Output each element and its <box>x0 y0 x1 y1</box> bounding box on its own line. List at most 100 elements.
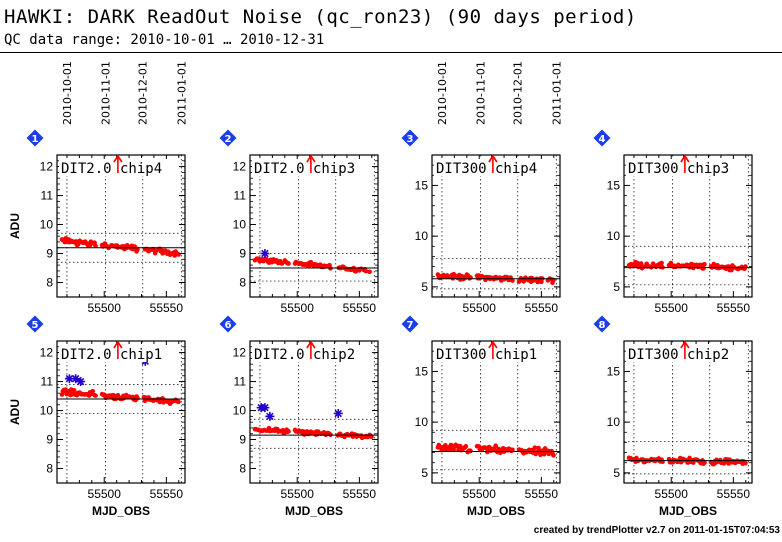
data-point <box>702 460 707 465</box>
x-tick-label: 55500 <box>281 301 315 315</box>
panel-badge <box>593 129 611 147</box>
panel-badge-number: 1 <box>32 134 39 145</box>
y-tick-label: 15 <box>607 364 621 378</box>
y-tick-label: 10 <box>607 229 621 243</box>
date-marker-arrowhead <box>488 340 498 349</box>
y-tick-label: 5 <box>421 280 428 294</box>
y-tick-label: 5 <box>421 466 428 480</box>
data-point <box>659 260 664 266</box>
outlier-marker <box>333 408 343 418</box>
date-tick-label: 2010-12-01 <box>137 61 150 125</box>
x-tick-label: 55500 <box>463 301 497 315</box>
data-point <box>541 451 547 457</box>
panel-title: DIT300 chip1 <box>436 347 537 363</box>
y-tick-label: 11 <box>41 375 54 389</box>
x-axis-label: MJD_OBS <box>467 504 525 518</box>
data-point <box>702 261 707 267</box>
date-tick-label: 2011-01-01 <box>175 61 188 125</box>
y-tick-label: 8 <box>239 276 246 290</box>
y-tick-label: 8 <box>46 276 53 290</box>
x-tick-label: 55550 <box>717 487 751 501</box>
y-tick-label: 9 <box>239 247 246 261</box>
title-rule <box>0 52 782 53</box>
y-tick-label: 11 <box>234 375 247 389</box>
date-tick-label: 2010-12-01 <box>512 61 525 125</box>
data-point <box>286 261 291 266</box>
data-point <box>279 261 285 266</box>
x-tick-label: 55550 <box>150 301 184 315</box>
data-point <box>135 395 140 401</box>
panel-title: DIT2.0 chip1 <box>61 347 162 363</box>
y-tick-label: 10 <box>415 415 429 429</box>
panel-badge-number: 6 <box>225 320 232 331</box>
data-point <box>743 460 748 466</box>
x-axis-label: MJD_OBS <box>285 504 343 518</box>
panel-title: DIT2.0 chip3 <box>254 161 355 177</box>
y-axis-label: ADU <box>8 399 22 425</box>
x-tick-label: 55550 <box>525 301 559 315</box>
y-tick-label: 10 <box>40 218 54 232</box>
y-tick-label: 8 <box>46 462 53 476</box>
panel-title: DIT2.0 chip4 <box>61 161 162 177</box>
outlier-marker <box>260 249 270 259</box>
data-point <box>510 278 515 283</box>
y-tick-label: 12 <box>233 160 247 174</box>
chart-panel-5: 5 8 9 10 11 12 55500 55550 DIT2.0 chip1 ADU MJD_OB… <box>8 315 186 518</box>
date-tick-label: 2011-01-01 <box>550 61 563 125</box>
panel-badge <box>219 129 237 147</box>
panel-title: DIT300 chip2 <box>628 347 729 363</box>
date-tick-label: 2010-10-01 <box>61 61 74 125</box>
panel-badge-number: 5 <box>32 320 39 331</box>
x-tick-label: 55500 <box>655 487 689 501</box>
outlier-marker <box>260 403 270 413</box>
panel-badge-number: 8 <box>599 320 606 331</box>
date-tick-label: 2010-10-01 <box>436 61 449 125</box>
data-point <box>363 268 369 274</box>
chart-panel-8: 8 5 10 15 55500 55550 DIT300 chip2 MJD_OBS <box>593 315 753 518</box>
y-tick-label: 9 <box>46 433 53 447</box>
y-tick-label: 11 <box>41 189 54 203</box>
data-point <box>660 459 665 465</box>
data-point <box>367 269 372 275</box>
panel-title: DIT300 chip3 <box>628 161 729 177</box>
chart-panel-2: 2 8 9 10 11 12 55500 55550 DIT2.0 chip3 <box>219 129 379 315</box>
y-tick-label: 12 <box>233 346 247 360</box>
footer-credit: created by trendPlotter v2.7 on 2011-01-… <box>533 525 780 536</box>
y-tick-label: 10 <box>40 404 54 418</box>
x-tick-label: 55500 <box>88 487 122 501</box>
y-tick-label: 11 <box>234 189 247 203</box>
data-point <box>176 252 181 257</box>
y-tick-label: 9 <box>239 433 246 447</box>
y-tick-label: 10 <box>415 229 429 243</box>
panel-badge-number: 4 <box>599 134 606 145</box>
data-point <box>90 388 96 394</box>
date-marker-arrowhead <box>680 340 690 349</box>
panel-badge <box>401 315 419 333</box>
date-marker-arrowhead <box>306 154 316 163</box>
plot-frame <box>56 154 186 298</box>
panel-title: DIT2.0 chip2 <box>254 347 355 363</box>
panel-badge-number: 3 <box>407 134 414 145</box>
panel-badge <box>593 315 611 333</box>
date-marker-arrowhead <box>113 154 123 163</box>
y-tick-label: 5 <box>613 466 620 480</box>
date-marker-arrowhead <box>488 154 498 163</box>
data-point <box>532 445 538 450</box>
data-point <box>551 453 556 458</box>
x-tick-label: 55550 <box>343 301 377 315</box>
outlier-marker <box>265 411 275 421</box>
date-marker-arrowhead <box>306 340 316 349</box>
y-tick-label: 15 <box>415 178 429 192</box>
page-title: HAWKI: DARK ReadOut Noise (qc_ron23) (90… <box>4 6 637 28</box>
data-point <box>743 264 748 269</box>
data-point <box>71 387 77 393</box>
data-point <box>468 448 473 454</box>
plot-frame <box>56 340 186 484</box>
data-point <box>93 243 98 249</box>
data-point <box>176 399 181 405</box>
data-point <box>701 266 706 271</box>
panel-badge <box>401 129 419 147</box>
panel-badge <box>219 315 237 333</box>
x-axis-label: MJD_OBS <box>92 504 150 518</box>
